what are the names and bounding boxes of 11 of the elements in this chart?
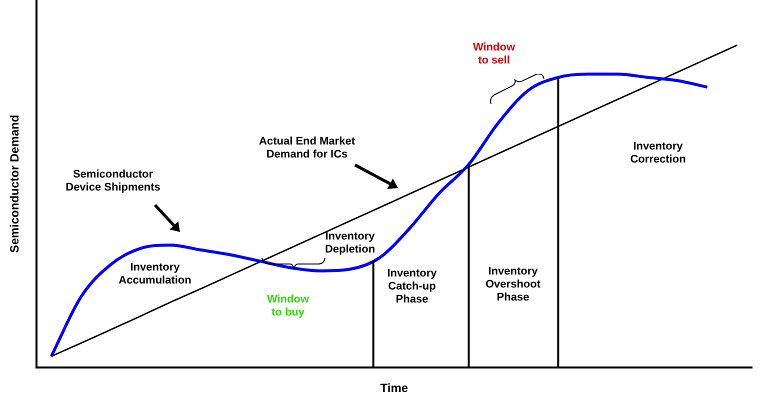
annotation: Inventory Correction: [630, 140, 686, 166]
y-axis-title: Semiconductor Demand: [8, 114, 22, 253]
x-axis-title: Time: [380, 381, 408, 396]
annotation: Inventory Overshoot Phase: [485, 266, 541, 304]
annotation: Actual End Market Demand for ICs: [259, 136, 356, 161]
annotation: Inventory Accumulation: [118, 262, 192, 287]
annotation: Inventory Catch-up Phase: [387, 268, 438, 306]
annotation: Window to sell: [472, 42, 516, 67]
annotation: Inventory Depletion: [324, 230, 376, 256]
annotation: Window to buy: [266, 294, 310, 319]
annotation: Semiconductor Device Shipments: [66, 168, 160, 194]
